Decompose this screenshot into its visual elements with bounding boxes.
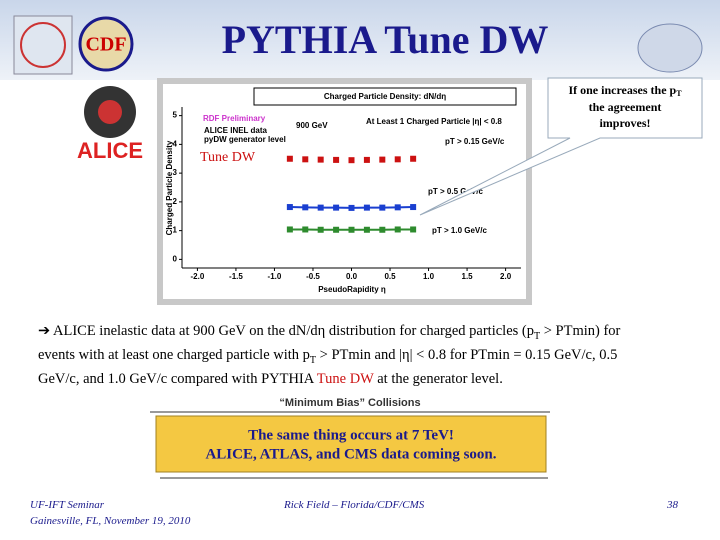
- data-point: [363, 156, 370, 163]
- chart-title-box: [253, 87, 517, 106]
- data-point: [348, 226, 355, 233]
- bullet: ➔ ALICE inelastic data at 900 GeV on the…: [38, 323, 621, 387]
- box-line: The same thing occurs at 7 TeV!: [248, 427, 454, 443]
- data-point: [410, 155, 417, 162]
- field-logo: [637, 23, 703, 73]
- data-point: [348, 157, 355, 164]
- footer-text: Rick Field – Florida/CDF/CMS: [283, 499, 425, 511]
- bullet-text: at the generator level.: [373, 370, 503, 387]
- x-tick-label: -1.5: [229, 272, 243, 281]
- data-point: [317, 156, 324, 163]
- x-tick-label: 0.5: [384, 272, 396, 281]
- cdf-logo: [78, 16, 134, 72]
- bullet-sub: T: [309, 354, 317, 366]
- data-point: [302, 226, 309, 233]
- data-point: [286, 155, 293, 162]
- series-label: pT > 1.0 GeV/c: [432, 226, 487, 235]
- y-tick-label: 4: [173, 139, 178, 148]
- callout-line: If one increases the p: [568, 83, 676, 97]
- data-point: [333, 156, 340, 163]
- data-point: [333, 226, 340, 233]
- data-point: [302, 156, 309, 163]
- data-point: [317, 226, 324, 233]
- alice-logo-text: ALICE: [77, 138, 143, 163]
- data-point: [286, 204, 293, 211]
- data-point: [302, 204, 309, 211]
- alice-logo-core: [98, 100, 122, 124]
- cdf-logo-text: CDF: [85, 34, 126, 56]
- data-point: [363, 226, 370, 233]
- chart-note: ALICE INEL data: [204, 126, 268, 135]
- callout-line: the agreement: [589, 100, 662, 114]
- min-bias-label: “Minimum Bias” Collisions: [279, 397, 420, 409]
- y-tick-label: 0: [173, 254, 178, 263]
- chart: Charged Particle Density: dN/dη Charged …: [157, 78, 532, 305]
- x-axis-label: PseudoRapidity η: [318, 285, 386, 294]
- callout-text: If one increases the pT: [568, 83, 682, 98]
- y-tick-label: 2: [173, 197, 178, 206]
- data-point: [379, 204, 386, 211]
- data-point: [410, 204, 417, 211]
- data-point: [410, 226, 417, 233]
- chart-note: 900 GeV: [296, 121, 328, 130]
- cms-logo: [13, 15, 73, 75]
- chart-title: Charged Particle Density: dN/dη: [324, 92, 446, 101]
- page-number: 38: [666, 499, 679, 511]
- x-tick-label: 1.0: [423, 272, 435, 281]
- bullet-highlight: Tune DW: [316, 370, 374, 387]
- box-line: ALICE, ATLAS, and CMS data coming soon.: [205, 446, 496, 462]
- bullet-sub: T: [533, 330, 541, 342]
- chart-note: pyDW generator level: [204, 135, 286, 144]
- data-point: [333, 204, 340, 211]
- data-point: [379, 226, 386, 233]
- slide-title: PYTHIA Tune DW: [222, 17, 549, 62]
- callout-sub: T: [676, 89, 682, 98]
- data-point: [394, 156, 401, 163]
- cms-logo-ring: [20, 22, 66, 68]
- x-tick-label: -2.0: [191, 272, 205, 281]
- series-label: pT > 0.15 GeV/c: [445, 137, 505, 146]
- x-tick-label: 1.5: [462, 272, 474, 281]
- data-point: [394, 204, 401, 211]
- bullet-text: ALICE inelastic data at 900 GeV on the d…: [52, 323, 534, 339]
- bullet-text: > PTmin) for events with at least one ch…: [38, 323, 621, 363]
- annotation: Tune DW: [200, 150, 256, 165]
- x-tick-label: -1.0: [268, 272, 282, 281]
- y-tick-label: 3: [173, 168, 178, 177]
- data-point: [348, 204, 355, 211]
- series-label: pT > 0.5 GeV/c: [428, 187, 483, 196]
- y-tick-label: 5: [173, 111, 178, 120]
- callout: [419, 77, 703, 216]
- bullet-text: > PTmin and |η| < 0.8 for PTmin = 0.15 G…: [38, 346, 618, 387]
- highlight-box: [155, 415, 547, 473]
- data-point: [379, 156, 386, 163]
- callout-line: improves!: [599, 116, 650, 130]
- data-point: [363, 204, 370, 211]
- y-tick-label: 1: [173, 226, 178, 235]
- x-tick-label: 2.0: [500, 272, 512, 281]
- chart-note: RDF Preliminary: [203, 114, 266, 123]
- footer-text: Gainesville, FL, November 19, 2010: [30, 515, 191, 527]
- chart-note: At Least 1 Charged Particle |η| < 0.8: [366, 117, 502, 126]
- x-tick-label: 0.0: [346, 272, 358, 281]
- data-point: [394, 226, 401, 233]
- data-point: [286, 226, 293, 233]
- data-point: [317, 204, 324, 211]
- y-axis-label: Charged Particle Density: [165, 140, 174, 235]
- x-tick-label: -0.5: [306, 272, 320, 281]
- footer-text: UF-IFT Seminar: [30, 499, 105, 511]
